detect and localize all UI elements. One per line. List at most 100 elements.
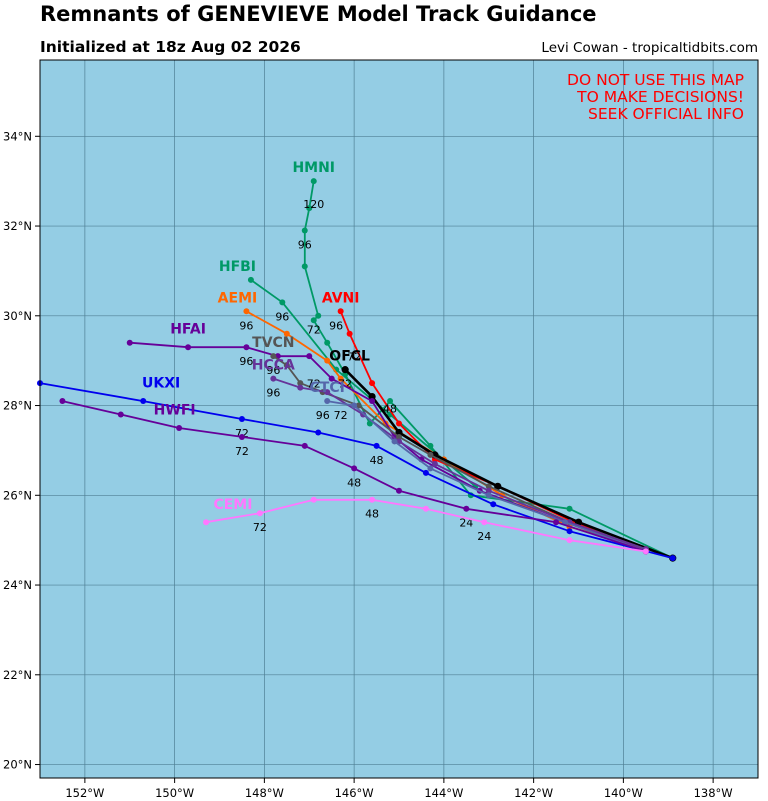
lon-tick-label: 144°W	[424, 786, 463, 800]
forecast-hour-label: 72	[253, 521, 267, 534]
track-point	[176, 424, 183, 431]
warning-line-2: TO MAKE DECISIONS!	[577, 88, 744, 106]
forecast-hour-label: 72	[307, 324, 321, 337]
forecast-hour-label: 96	[275, 310, 289, 323]
track-hmni: 72 96 120 HMNI	[292, 160, 676, 562]
track-point	[485, 492, 492, 499]
track-point	[341, 366, 349, 374]
track-point	[243, 344, 250, 351]
track-ukxi: 72 48 UKXI	[37, 376, 676, 562]
track-point	[553, 519, 560, 526]
track-point	[427, 451, 434, 458]
forecast-hour-label: 96	[239, 355, 253, 368]
lat-tick-label: 34°N	[3, 129, 32, 143]
track-point	[126, 339, 133, 346]
forecast-hour-label: 96	[266, 364, 280, 377]
track-point	[463, 505, 470, 512]
track-point	[387, 398, 394, 405]
track-point	[490, 501, 497, 508]
track-name-label: HFBI	[219, 259, 256, 275]
lat-tick-label: 24°N	[3, 578, 32, 592]
forecast-hour-label: 72	[235, 445, 249, 458]
track-name-label: AVNI	[322, 290, 360, 306]
track-point	[301, 442, 308, 449]
track-point	[427, 465, 434, 472]
forecast-hour-label: 48	[383, 402, 397, 415]
track-point	[238, 416, 245, 422]
track-point	[279, 299, 286, 306]
track-name-label: HCCA	[252, 358, 295, 374]
track-name-label: TVCN	[252, 335, 294, 351]
track-name-label: HMNI	[292, 160, 335, 176]
track-point	[324, 339, 331, 346]
track-ctci: 72 96 CTCI	[310, 380, 649, 555]
lat-tick-label: 28°N	[3, 399, 32, 413]
ocean-background	[40, 60, 758, 778]
track-point	[306, 353, 313, 360]
lat-tick-label: 20°N	[3, 758, 32, 772]
lat-tick-label: 26°N	[3, 488, 32, 502]
forecast-hour-label: 24	[459, 517, 473, 530]
track-point	[185, 344, 192, 351]
track-point	[396, 487, 402, 494]
track-point	[485, 487, 492, 494]
map-title: Remnants of GENEVIEVE Model Track Guidan…	[40, 2, 597, 26]
track-point	[395, 428, 403, 437]
track-line	[129, 341, 647, 550]
track-point	[140, 398, 147, 405]
track-point	[396, 433, 402, 440]
forecast-hour-label: 48	[370, 454, 384, 467]
track-point	[310, 496, 317, 503]
track-ofcl: 72 48 OFCL	[329, 349, 677, 562]
forecast-hour-label: 24	[477, 530, 491, 543]
track-point	[485, 483, 492, 490]
init-time-subtitle: Initialized at 18z Aug 02 2026	[40, 38, 301, 56]
track-name-label: CEMI	[213, 497, 252, 513]
lon-tick-label: 152°W	[65, 786, 104, 800]
track-point	[431, 460, 438, 467]
track-name-label: HWFI	[154, 403, 196, 419]
warning-line-1: DO NOT USE THIS MAP	[567, 71, 744, 89]
track-point	[315, 429, 322, 436]
lon-tick-label: 140°W	[604, 786, 643, 800]
track-name-label: UKXI	[142, 376, 180, 392]
lon-tick-label: 150°W	[155, 786, 194, 800]
track-point	[59, 398, 66, 405]
track-point	[297, 380, 304, 387]
forecast-hour-label: 72	[307, 378, 321, 391]
track-point	[346, 330, 353, 337]
track-point	[368, 392, 376, 401]
forecast-hour-label: 72	[347, 351, 361, 364]
track-point	[270, 375, 277, 382]
track-point	[373, 442, 380, 449]
track-point	[369, 496, 376, 503]
model-tracks: 7296120HMNI96HFBI96AEMI7296AVNI7248OFCL9…	[37, 160, 677, 562]
track-point	[324, 389, 331, 396]
track-point	[315, 312, 322, 319]
warning-text: DO NOT USE THIS MAP TO MAKE DECISIONS! S…	[567, 72, 744, 123]
track-point	[481, 519, 488, 526]
lat-tick-label: 30°N	[3, 309, 32, 323]
track-point	[306, 205, 313, 212]
track-name-label: HFAI	[170, 322, 206, 338]
track-line	[62, 400, 647, 553]
track-point	[283, 362, 290, 369]
track-point	[270, 353, 277, 360]
lat-lon-grid	[40, 60, 758, 778]
track-name-label: OFCL	[329, 349, 370, 365]
forecast-hour-label: 96	[239, 319, 253, 332]
track-point	[369, 380, 376, 387]
forecast-hour-label: 96	[329, 319, 343, 332]
track-point	[238, 433, 245, 440]
track-hfbi: 96 HFBI	[219, 259, 479, 490]
track-name-label: AEMI	[218, 290, 258, 306]
track-point	[337, 375, 344, 382]
track-point	[422, 505, 429, 512]
track-point	[351, 465, 358, 472]
track-point	[422, 469, 429, 476]
forecast-hour-label: 48	[347, 476, 361, 489]
track-point	[310, 317, 317, 324]
track-point	[203, 519, 210, 526]
track-point	[328, 375, 335, 382]
track-tvcn: 96 TVCN	[252, 335, 649, 553]
